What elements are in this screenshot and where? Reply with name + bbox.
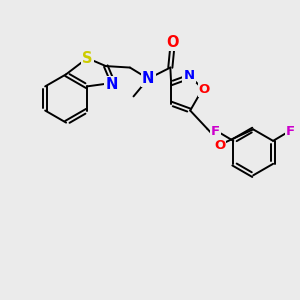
- Text: O: O: [199, 83, 210, 96]
- Text: N: N: [106, 77, 118, 92]
- Text: F: F: [211, 125, 220, 138]
- Text: F: F: [286, 125, 295, 138]
- Text: S: S: [82, 51, 92, 66]
- Text: O: O: [167, 35, 179, 50]
- Text: O: O: [214, 140, 225, 152]
- Text: N: N: [184, 69, 195, 82]
- Text: N: N: [142, 71, 155, 86]
